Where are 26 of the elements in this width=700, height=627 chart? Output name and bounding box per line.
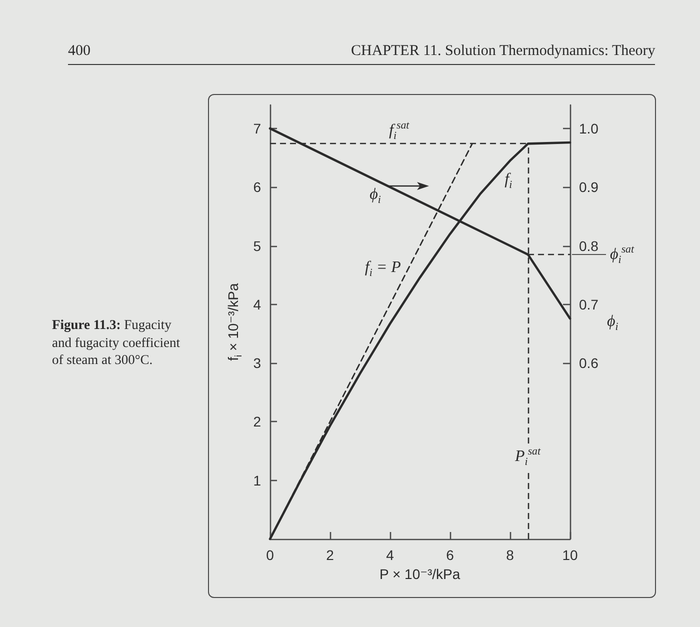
series-label: f$_{i}$ <box>504 171 512 192</box>
text: 400 <box>68 43 90 60</box>
series-label: ϕ$_{i}$ <box>370 186 381 206</box>
y-tick-label: 6 <box>253 179 262 196</box>
y2-tick-label: 0.6 <box>579 355 599 372</box>
x-tick-label: 0 <box>266 547 274 563</box>
y2-tick-label: 1.0 <box>579 120 599 136</box>
y-tick-label: 7 <box>253 120 262 136</box>
y-tick-label: 2 <box>253 414 262 430</box>
y2-tick-label: 0.7 <box>579 296 599 312</box>
x-tick-label: 10 <box>562 547 578 563</box>
x-tick-label: 4 <box>386 547 394 563</box>
y-tick-label: 5 <box>253 238 262 254</box>
y2-axis-title: ϕ$_{i}$ <box>607 313 618 334</box>
x-tick-label: 8 <box>506 547 514 563</box>
x-tick-label: 6 <box>446 547 454 563</box>
y-tick-label: 4 <box>253 296 262 312</box>
y-tick-label: 3 <box>253 355 262 372</box>
y2-tick-label: 0.8 <box>579 238 599 254</box>
text: CHAPTER 11. Solution Thermodynamics: Theory <box>351 43 656 60</box>
y-tick-label: 1 <box>253 472 262 488</box>
text: Figure 11.3: Fugacity and fugacity coefficient of steam at 300°C. <box>52 316 180 369</box>
x-tick-label: 2 <box>326 547 334 563</box>
series-label: f$_{i}$ = P <box>364 258 401 279</box>
x-axis-title: P × 10⁻³/kPa <box>380 566 460 582</box>
y2-tick-label: 0.9 <box>579 179 599 196</box>
